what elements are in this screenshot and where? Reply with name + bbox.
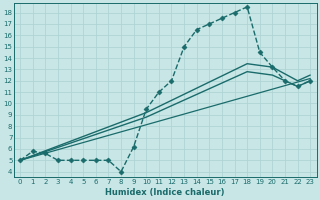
X-axis label: Humidex (Indice chaleur): Humidex (Indice chaleur) xyxy=(106,188,225,197)
